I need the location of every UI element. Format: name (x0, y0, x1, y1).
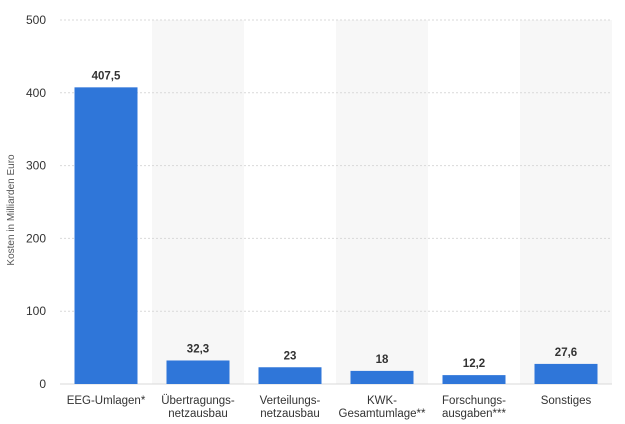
bar (166, 360, 230, 384)
y-axis-ticks: 0 100 200 300 400 500 (26, 13, 46, 391)
y-tick-label: 300 (26, 159, 46, 173)
data-label: 12,2 (463, 358, 485, 370)
category-band (336, 20, 428, 384)
y-tick-label: 400 (26, 86, 46, 100)
category-band (520, 20, 612, 384)
y-tick-label: 100 (26, 304, 46, 318)
bar (350, 370, 414, 384)
bar (258, 367, 322, 384)
data-label: 23 (284, 350, 297, 362)
x-tick-label: EEG-Umlagen* (67, 395, 146, 407)
category-bands (152, 20, 612, 384)
y-tick-label: 500 (26, 13, 46, 27)
data-label: 32,3 (187, 343, 209, 355)
x-tick-label: Forschungs-ausgaben*** (442, 395, 506, 420)
value-labels: 407,5 32,3 23 18 12,2 27,6 (92, 70, 578, 370)
x-tick-label: KWK-Gesamtumlage** (339, 395, 426, 420)
data-label: 407,5 (92, 70, 121, 82)
x-tick-label: Übertragungs-netzausbau (161, 395, 235, 420)
bar (534, 363, 598, 384)
data-label: 27,6 (555, 347, 577, 359)
y-tick-label: 0 (39, 377, 46, 391)
x-tick-label: Verteilungs-netzausbau (260, 395, 321, 420)
category-band (152, 20, 244, 384)
x-axis-labels: EEG-Umlagen* Übertragungs-netzausbau Verte… (67, 395, 592, 420)
bars (74, 87, 598, 384)
bar (74, 87, 138, 384)
gridlines (60, 19, 612, 385)
y-tick-label: 200 (26, 231, 46, 245)
data-label: 18 (376, 354, 389, 366)
x-tick-label: Sonstiges (541, 395, 592, 407)
bar (442, 375, 506, 384)
y-axis-label: Kosten in Milliarden Euro (6, 154, 17, 266)
